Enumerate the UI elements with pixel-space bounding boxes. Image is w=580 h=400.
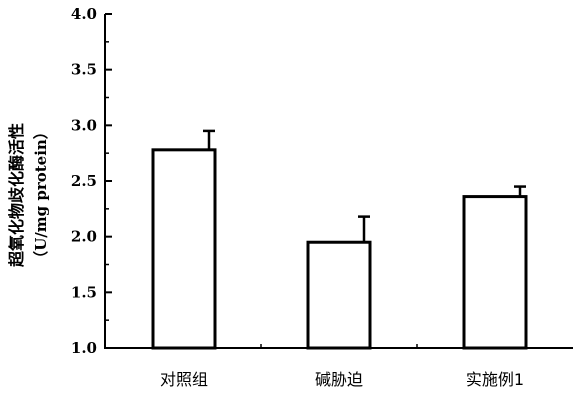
y-axis-title: 超氧化物歧化酶活性 xyxy=(7,123,26,268)
y-tick-label: 3.5 xyxy=(71,61,97,79)
y-tick-label: 1.0 xyxy=(71,339,97,357)
x-category-label: 碱胁迫 xyxy=(315,370,363,389)
x-category-label: 对照组 xyxy=(160,370,208,389)
y-tick-label: 2.5 xyxy=(71,172,97,190)
y-axis-title-group: 超氧化物歧化酶活性 （U/mg protein） xyxy=(7,123,50,268)
bar xyxy=(306,240,372,350)
plot-area: 1.0 1.5 2.0 2.5 3.0 3.5 4.0 对照组 碱胁迫 实施例1 xyxy=(71,5,573,389)
bar xyxy=(462,195,528,350)
y-tick-label: 4.0 xyxy=(71,5,97,23)
y-axis-unit: （U/mg protein） xyxy=(32,124,50,266)
y-tick-label: 2.0 xyxy=(71,228,97,246)
y-tick-label: 3.0 xyxy=(71,116,97,134)
y-tick-label: 1.5 xyxy=(71,283,97,301)
bar xyxy=(151,148,217,350)
x-category-label: 实施例1 xyxy=(466,370,524,389)
